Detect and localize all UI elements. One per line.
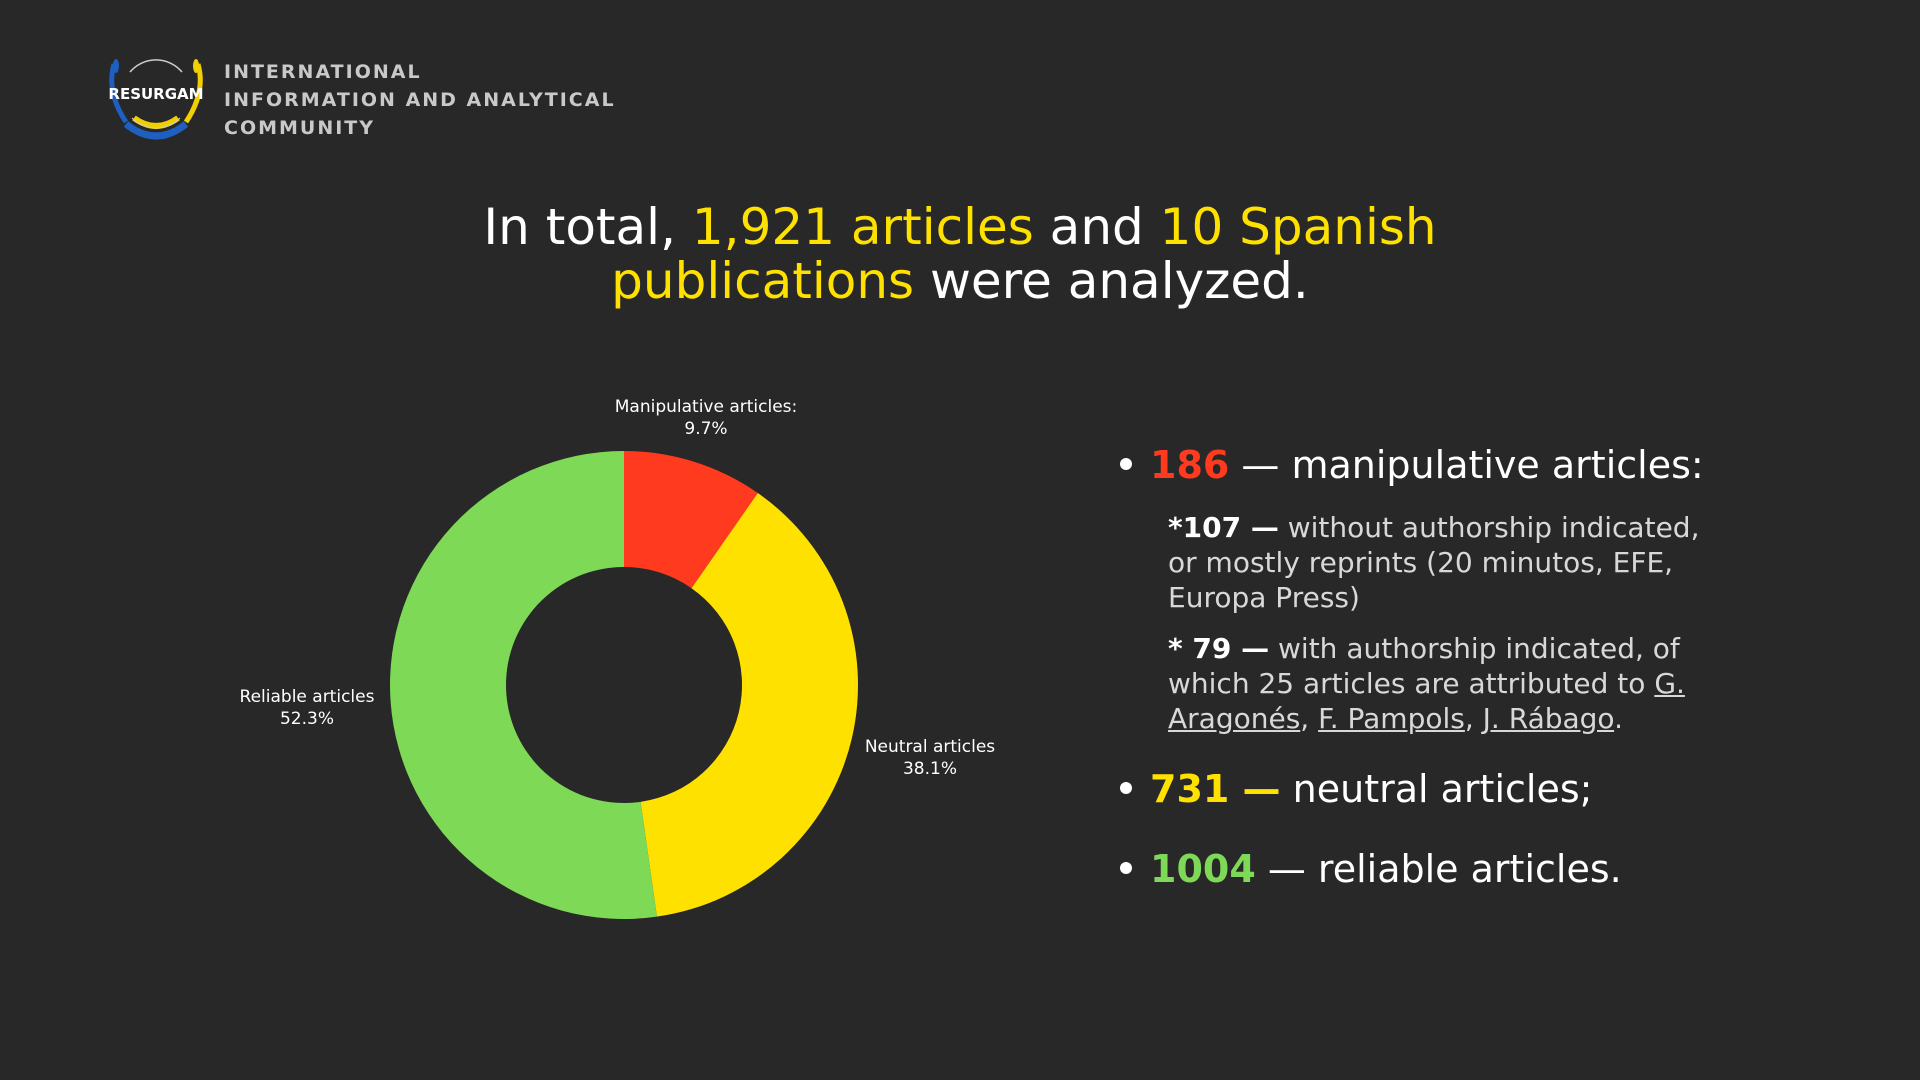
pie-slice-reliable bbox=[390, 451, 657, 919]
author-end: . bbox=[1614, 702, 1623, 735]
no-author-text: without authorship indicated, or mostly … bbox=[1168, 511, 1700, 614]
author-link-aragones[interactable]: G. Aragonés bbox=[1168, 667, 1685, 735]
donut-chart: Manipulative articles:9.7% Neutral articl… bbox=[240, 397, 995, 919]
manipulative-count: 186 bbox=[1150, 443, 1230, 487]
slice-label-reliable: Reliable articles bbox=[240, 687, 375, 707]
title-part-2: and bbox=[1033, 198, 1160, 256]
slice-value-reliable: 52.3% bbox=[280, 709, 334, 729]
slice-value-neutral: 38.1% bbox=[903, 759, 957, 779]
slice-label-manipulative: Manipulative articles: bbox=[615, 397, 798, 417]
org-line-3: COMMUNITY bbox=[224, 117, 376, 139]
list-item-manipulative: 186 — manipulative articles: bbox=[1120, 442, 1760, 488]
pie-slice-neutral bbox=[640, 493, 858, 917]
slice-label-neutral: Neutral articles bbox=[865, 737, 995, 757]
with-author-count: * 79 — bbox=[1168, 632, 1270, 665]
page-title: In total, 1,921 articles and 10 Spanish … bbox=[360, 200, 1560, 308]
no-author-count: *107 — bbox=[1168, 511, 1279, 544]
manipulative-label: — manipulative articles: bbox=[1229, 443, 1704, 487]
reliable-label: — reliable articles. bbox=[1255, 847, 1622, 891]
title-highlight-articles: 1,921 articles bbox=[691, 198, 1034, 256]
title-part-1: In total, bbox=[483, 198, 692, 256]
author-sep-1: , bbox=[1300, 702, 1319, 735]
with-author-text: with authorship indicated, of which 25 a… bbox=[1168, 632, 1680, 700]
pie-slice-manipulative bbox=[624, 451, 758, 589]
author-link-pampols[interactable]: F. Pampols bbox=[1318, 702, 1465, 735]
author-link-rabago[interactable]: J. Rábago bbox=[1482, 702, 1615, 735]
bullet-dot-icon bbox=[1120, 782, 1132, 794]
reliable-count: 1004 bbox=[1150, 847, 1256, 891]
bullet-dot-icon bbox=[1120, 862, 1132, 874]
neutral-count: 731 — bbox=[1150, 767, 1281, 811]
title-highlight-publications: 10 Spanish publications bbox=[611, 198, 1437, 310]
title-part-3: were analyzed. bbox=[914, 252, 1309, 310]
author-sep-2: , bbox=[1464, 702, 1483, 735]
logo-text: RESURGAM bbox=[108, 85, 203, 103]
sub-item-no-author: *107 — without authorship indicated, or … bbox=[1168, 510, 1728, 615]
neutral-label: neutral articles; bbox=[1280, 767, 1593, 811]
org-name: INTERNATIONAL INFORMATION AND ANALYTICAL… bbox=[224, 58, 616, 142]
slice-value-manipulative: 9.7% bbox=[684, 419, 727, 439]
stats-list: 186 — manipulative articles: *107 — with… bbox=[1120, 430, 1760, 892]
laurel-wreath-icon bbox=[109, 59, 203, 140]
org-line-2: INFORMATION AND ANALYTICAL bbox=[224, 89, 616, 111]
sub-item-with-author: * 79 — with authorship indicated, of whi… bbox=[1168, 631, 1728, 736]
bullet-dot-icon bbox=[1120, 458, 1132, 470]
resurgam-logo: RESURGAM bbox=[104, 52, 208, 142]
list-item-reliable: 1004 — reliable articles. bbox=[1120, 846, 1760, 892]
list-item-neutral: 731 — neutral articles; bbox=[1120, 766, 1760, 812]
org-line-1: INTERNATIONAL bbox=[224, 61, 422, 83]
